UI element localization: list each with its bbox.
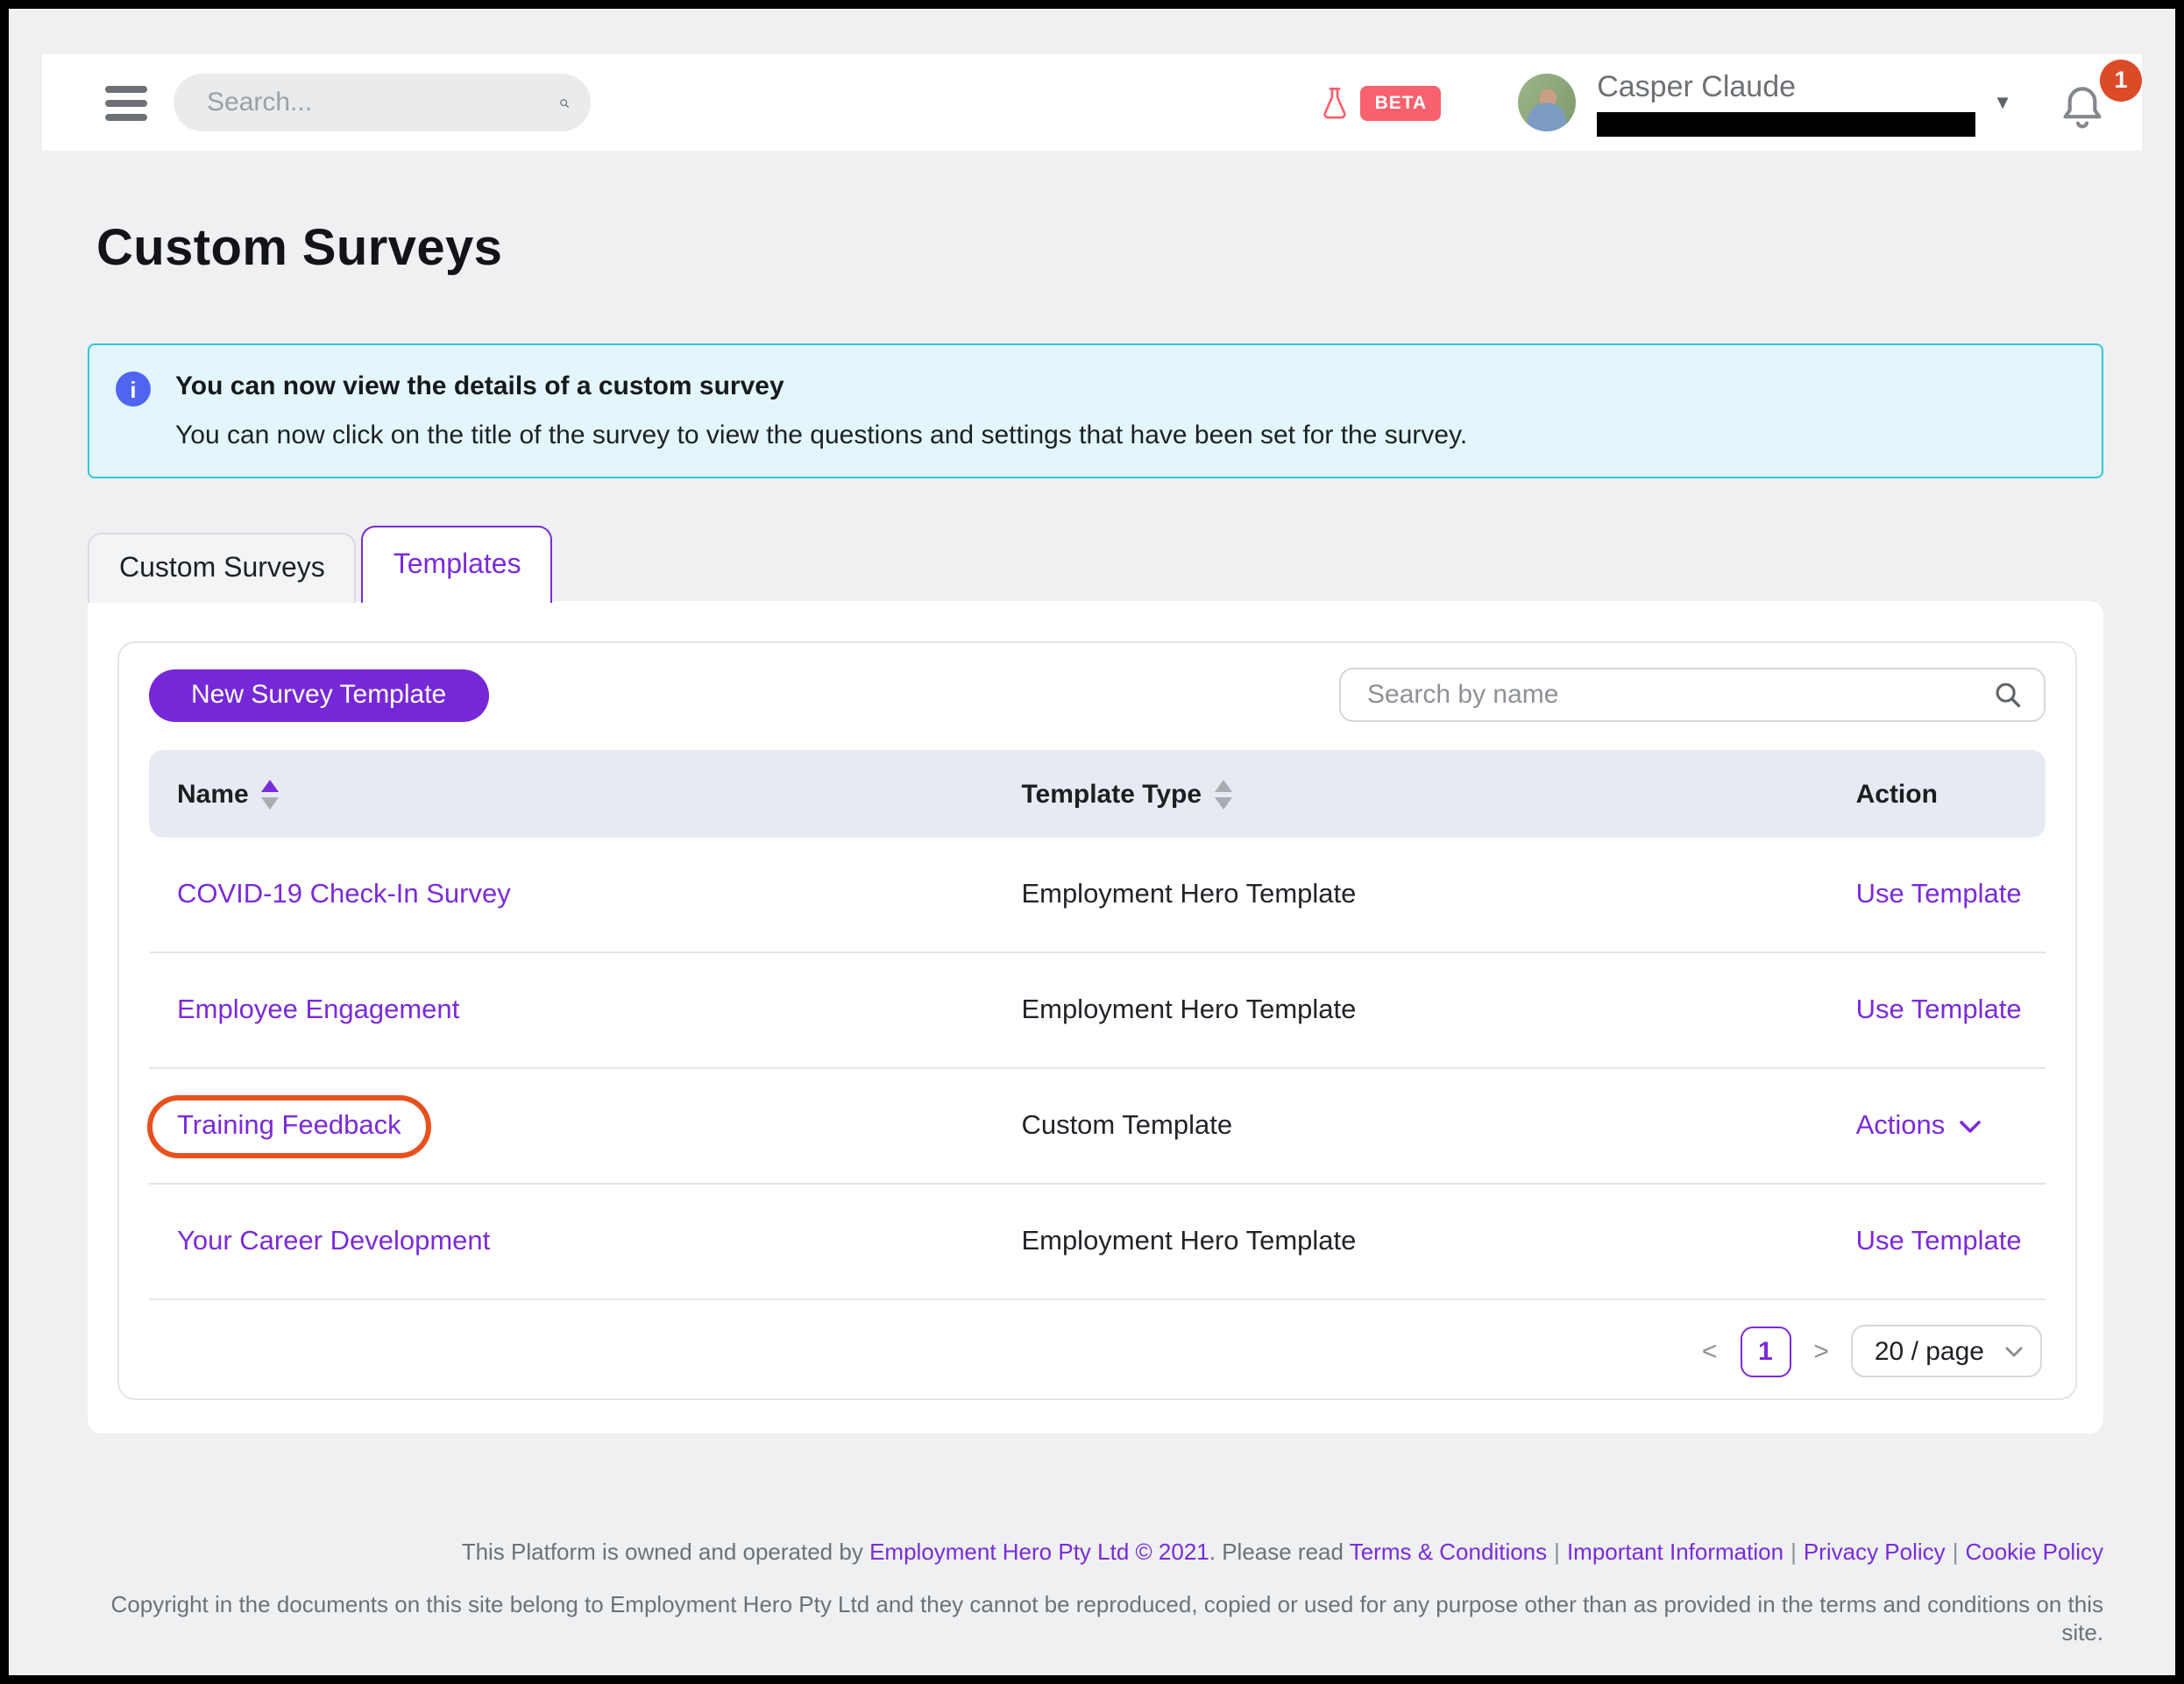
pagination: < 1 > 20 / page	[149, 1325, 2046, 1377]
page-title: Custom Surveys	[96, 221, 503, 277]
tab-bar: Custom Surveys Templates	[88, 526, 2103, 603]
user-info[interactable]: Casper Claude	[1597, 69, 1986, 136]
next-page-button[interactable]: >	[1813, 1336, 1829, 1366]
user-menu-caret-icon[interactable]: ▼	[1993, 92, 2012, 113]
table-row: Training Feedback Custom Template Action…	[147, 1069, 2046, 1185]
sort-icon-name[interactable]	[260, 779, 279, 809]
table-row: Your Career Development Employment Hero …	[149, 1185, 2046, 1300]
main-content: Custom Surveys i You can now view the de…	[88, 210, 2103, 1647]
column-header-template-type[interactable]: Template Type	[1021, 779, 1855, 809]
page-size-select[interactable]: 20 / page	[1851, 1325, 2042, 1377]
flask-icon	[1323, 86, 1347, 118]
template-search-input[interactable]	[1364, 678, 1993, 711]
beta-badge: BETA	[1360, 85, 1442, 120]
templates-table: Name Template Type Action	[147, 750, 2046, 1300]
template-search[interactable]	[1339, 668, 2046, 722]
avatar[interactable]	[1518, 74, 1577, 131]
bell-icon	[2063, 86, 2102, 128]
table-header: Name Template Type Action	[149, 750, 2046, 838]
tab-custom-surveys[interactable]: Custom Surveys	[88, 533, 357, 603]
template-type: Custom Template	[1021, 1110, 1233, 1140]
global-search-input[interactable]	[203, 86, 559, 119]
template-name-link[interactable]: COVID-19 Check-In Survey	[177, 879, 511, 909]
info-banner: i You can now view the details of a cust…	[88, 343, 2103, 478]
current-page-button[interactable]: 1	[1740, 1326, 1791, 1376]
privacy-policy-link[interactable]: Privacy Policy	[1803, 1539, 1946, 1565]
chevron-down-icon	[2005, 1346, 2023, 1356]
info-banner-body: You can now click on the title of the su…	[175, 421, 1468, 450]
red-circle-annotation: Training Feedback	[147, 1094, 431, 1157]
employment-hero-link[interactable]: Employment Hero Pty Ltd © 2021	[869, 1539, 1209, 1565]
template-name-link[interactable]: Training Feedback	[177, 1110, 401, 1140]
important-information-link[interactable]: Important Information	[1566, 1539, 1784, 1565]
actions-dropdown[interactable]: Actions	[1856, 1110, 1981, 1142]
info-icon: i	[116, 371, 151, 407]
templates-card: New Survey Template Name	[117, 641, 2077, 1400]
hamburger-menu-icon[interactable]	[105, 85, 147, 120]
redacted-email-bar	[1597, 111, 1976, 136]
search-icon	[560, 98, 569, 107]
template-type: Employment Hero Template	[1021, 879, 1357, 909]
use-template-link[interactable]: Use Template	[1855, 994, 2022, 1024]
top-navigation-bar: BETA Casper Claude ▼ 1	[42, 54, 2142, 151]
new-survey-template-button[interactable]: New Survey Template	[149, 669, 489, 721]
search-icon	[1996, 683, 2021, 708]
footer-line2: Copyright in the documents on this site …	[110, 1591, 2104, 1645]
notifications-button[interactable]: 1	[2058, 59, 2142, 134]
notification-count-badge: 1	[2100, 59, 2142, 101]
use-template-link[interactable]: Use Template	[1855, 879, 2022, 909]
template-name-link[interactable]: Your Career Development	[177, 1226, 491, 1256]
table-row: COVID-19 Check-In Survey Employment Hero…	[149, 838, 2046, 953]
tab-templates[interactable]: Templates	[361, 526, 553, 603]
cookie-policy-link[interactable]: Cookie Policy	[1965, 1539, 2103, 1565]
footer-line1: This Platform is owned and operated by E…	[461, 1539, 2103, 1565]
template-name-link[interactable]: Employee Engagement	[177, 994, 460, 1024]
previous-page-button[interactable]: <	[1701, 1336, 1718, 1366]
terms-conditions-link[interactable]: Terms & Conditions	[1349, 1539, 1548, 1565]
info-banner-title: You can now view the details of a custom…	[175, 371, 784, 401]
table-row: Employee Engagement Employment Hero Temp…	[149, 953, 2046, 1069]
column-header-name[interactable]: Name	[149, 779, 1021, 809]
footer: This Platform is owned and operated by E…	[88, 1539, 2104, 1647]
sort-icon-template-type[interactable]	[1214, 779, 1232, 809]
template-type: Employment Hero Template	[1021, 994, 1357, 1024]
chevron-down-icon	[1959, 1120, 1981, 1132]
template-type: Employment Hero Template	[1021, 1226, 1357, 1256]
beta-indicator: BETA	[1321, 83, 1442, 122]
global-search[interactable]	[174, 74, 591, 131]
card-toolbar: New Survey Template	[149, 668, 2046, 722]
user-name: Casper Claude	[1597, 69, 1797, 103]
column-header-action: Action	[1855, 779, 1938, 809]
use-template-link[interactable]: Use Template	[1855, 1226, 2022, 1256]
templates-panel: New Survey Template Name	[88, 601, 2103, 1433]
